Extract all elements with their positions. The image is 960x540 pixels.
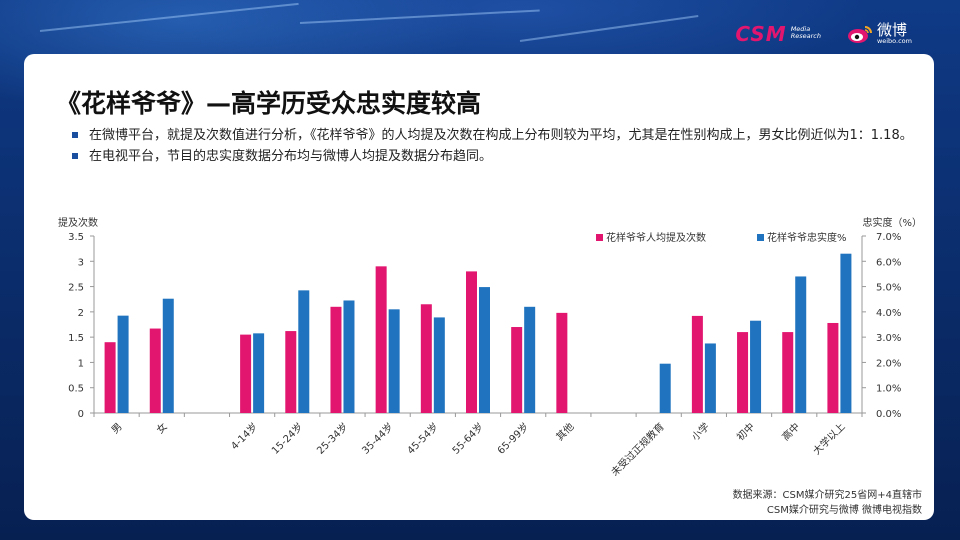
legend-label: 花样爷爷忠实度%: [767, 231, 847, 244]
data-source: 数据来源：CSM媒介研究25省网+4直辖市 CSM媒介研究与微博 微博电视指数: [733, 488, 922, 518]
mention-bar: [104, 342, 116, 413]
csm-tagline-1: Media: [790, 24, 811, 33]
x-tick-label: 25-34岁: [314, 420, 351, 457]
left-tick-label: 1: [78, 358, 84, 369]
loyalty-bar: [659, 363, 671, 413]
right-tick-label: 0.0%: [876, 409, 901, 420]
left-axis-title: 提及次数: [58, 216, 98, 229]
legend-swatch: [596, 234, 603, 241]
loyalty-bar: [162, 298, 174, 413]
weibo-eye-icon: [847, 25, 872, 43]
mention-bar: [782, 332, 794, 413]
x-tick-label: 初中: [734, 420, 757, 443]
loyalty-bar: [343, 300, 355, 413]
loyalty-bar: [750, 320, 762, 413]
content-card: [24, 54, 934, 520]
mention-bar: [511, 327, 523, 413]
source-line-1: 数据来源：CSM媒介研究25省网+4直辖市: [732, 490, 922, 501]
loyalty-bar: [704, 343, 716, 413]
right-tick-label: 4.0%: [876, 308, 901, 319]
right-tick-label: 1.0%: [876, 384, 901, 395]
weibo-name: 微博: [876, 21, 907, 39]
mention-bar: [375, 266, 387, 413]
weibo-url: weibo.com: [876, 37, 912, 45]
left-tick-label: 1.5: [68, 333, 84, 344]
bullet-item: 在电视平台，节目的忠实度数据分布均与微博人均提及数据分布趋同。: [72, 147, 918, 166]
mention-bar: [827, 322, 839, 413]
x-tick-label: 小学: [689, 420, 712, 443]
mention-bar: [149, 328, 161, 413]
x-tick-label: 女: [154, 420, 170, 436]
mention-bar: [737, 332, 749, 413]
x-tick-label: 4-14岁: [228, 420, 260, 452]
csm-logo-text: CSM: [735, 21, 787, 46]
loyalty-bar: [298, 290, 310, 413]
mention-bar: [285, 331, 297, 413]
loyalty-bar: [524, 306, 536, 413]
mention-bar: [330, 306, 342, 413]
x-tick-label: 高中: [779, 420, 802, 443]
header-logos: CSM Media Research 微博 weibo.com: [735, 22, 912, 45]
loyalty-bar: [117, 315, 129, 413]
legend-label: 花样爷爷人均提及次数: [606, 231, 706, 244]
mention-bar: [691, 315, 703, 413]
bullet-square-icon: [72, 153, 78, 159]
loyalty-bar: [433, 317, 445, 413]
loyalty-bar: [479, 287, 490, 413]
loyalty-bar: [388, 309, 400, 413]
x-tick-label: 其他: [553, 420, 576, 443]
slide-title: 《花样爷爷》—高学历受众忠实度较高: [56, 89, 482, 118]
bullet-item: 在微博平台，就提及次数值进行分析，《花样爷爷》的人均提及次数在构成上分布则较为平…: [72, 126, 918, 145]
right-tick-label: 5.0%: [876, 283, 901, 294]
x-tick-label: 65-99岁: [494, 420, 531, 457]
bullet-list: 在微博平台，就提及次数值进行分析，《花样爷爷》的人均提及次数在构成上分布则较为平…: [72, 126, 918, 168]
left-tick-label: 2: [78, 308, 84, 319]
mention-bar: [556, 312, 568, 413]
mention-bar: [466, 271, 477, 413]
left-tick-label: 3: [78, 257, 84, 268]
loyalty-bar: [840, 253, 852, 413]
x-tick-label: 15-24岁: [269, 420, 306, 457]
right-tick-label: 2.0%: [876, 358, 901, 369]
bullet-text: 在微博平台，就提及次数值进行分析，《花样爷爷》的人均提及次数在构成上分布则较为平…: [89, 128, 913, 143]
left-tick-label: 0.5: [68, 384, 84, 395]
x-tick-label: 35-44岁: [359, 420, 396, 457]
bullet-square-icon: [72, 132, 78, 138]
source-line-2: CSM媒介研究与微博 微博电视指数: [766, 505, 922, 516]
weibo-logo: 微博 weibo.com: [847, 22, 912, 45]
left-tick-label: 0: [78, 409, 84, 420]
x-tick-label: 男: [109, 421, 125, 437]
x-tick-label: 未受过正规教育: [608, 420, 667, 479]
csm-tagline-2: Research: [790, 31, 821, 40]
right-tick-label: 3.0%: [876, 333, 901, 344]
mention-bar: [420, 304, 432, 413]
right-axis-title: 忠实度（%）: [862, 216, 922, 229]
right-tick-label: 7.0%: [876, 232, 901, 243]
x-tick-label: 大学以上: [810, 420, 847, 457]
x-tick-label: 45-54岁: [404, 420, 441, 457]
loyalty-bar: [253, 333, 265, 413]
left-tick-label: 2.5: [68, 283, 84, 294]
mention-bar: [240, 334, 252, 413]
left-tick-label: 3.5: [68, 232, 84, 243]
x-tick-label: 55-64岁: [449, 420, 486, 457]
loyalty-bar: [795, 276, 807, 413]
csm-logo: CSM Media Research: [735, 23, 821, 45]
bullet-text: 在电视平台，节目的忠实度数据分布均与微博人均提及数据分布趋同。: [89, 149, 493, 164]
right-tick-label: 6.0%: [876, 257, 901, 268]
legend-swatch: [757, 234, 764, 241]
